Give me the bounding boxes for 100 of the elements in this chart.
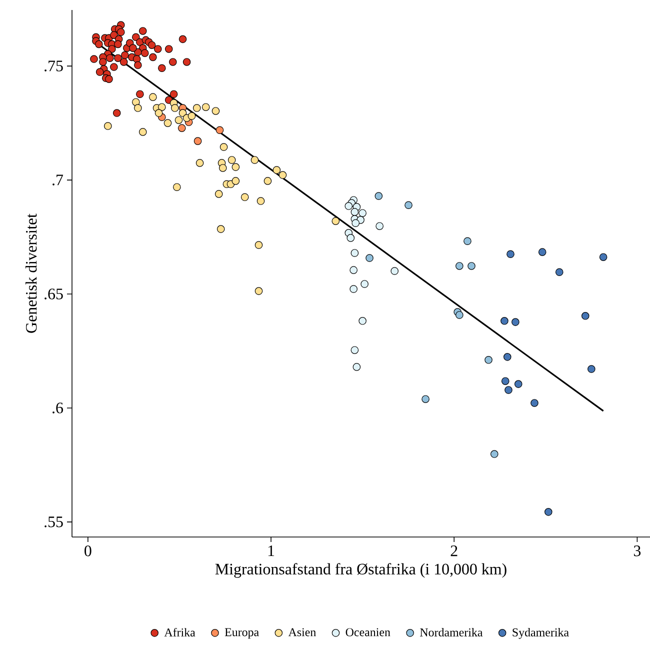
point (250, 156, 259, 164)
point (104, 122, 112, 130)
point (514, 380, 522, 388)
point (232, 163, 240, 171)
point (164, 45, 173, 53)
point (173, 183, 181, 192)
point (114, 40, 122, 48)
point (254, 241, 263, 249)
point (358, 209, 366, 217)
point (218, 164, 227, 172)
point (106, 54, 114, 62)
point (116, 28, 125, 36)
point (158, 64, 166, 72)
point (132, 98, 140, 106)
point (350, 266, 358, 274)
x-axis-title: Migrationsafstand fra Østafrika (i 10,000 km) (215, 563, 506, 578)
point (178, 124, 186, 132)
point (404, 201, 412, 210)
point (228, 156, 236, 164)
point (134, 61, 142, 70)
point (140, 49, 149, 57)
y-tick-label: .6 (52, 402, 64, 414)
legend-label: Nordamerika (420, 628, 483, 636)
point (456, 311, 464, 319)
point (350, 285, 358, 293)
point (121, 51, 129, 60)
point (555, 268, 564, 276)
point (132, 55, 141, 63)
point (352, 363, 361, 371)
point (110, 63, 118, 71)
point (254, 287, 263, 295)
y-tick-label: .65 (44, 288, 63, 300)
point (350, 346, 359, 354)
point (178, 109, 187, 117)
x-tick-label: 3 (634, 546, 641, 556)
point (232, 177, 240, 185)
point (96, 68, 104, 76)
point (114, 54, 122, 62)
point (581, 312, 590, 320)
point (95, 40, 103, 48)
legend-label: Europa (224, 628, 259, 639)
point (196, 159, 204, 167)
point (149, 93, 157, 101)
point (468, 262, 476, 270)
point (214, 190, 223, 198)
point (138, 27, 147, 35)
x-tick-label: 2 (450, 546, 458, 556)
x-tick-label: 1 (268, 546, 274, 556)
point (344, 202, 353, 210)
point (148, 41, 156, 49)
point (530, 399, 538, 407)
point (154, 45, 162, 53)
point (278, 171, 287, 179)
point (599, 253, 608, 261)
point (484, 356, 492, 364)
point (588, 365, 596, 373)
point (149, 53, 157, 62)
point (390, 267, 399, 275)
point (212, 107, 220, 115)
point (136, 90, 144, 98)
legend-label: Oceanien (346, 628, 390, 636)
point (216, 126, 224, 134)
point (501, 377, 510, 385)
point (110, 31, 118, 39)
point (216, 225, 225, 233)
point (360, 280, 368, 288)
point (456, 262, 464, 270)
point (178, 35, 187, 44)
legend-label: Asien (288, 628, 316, 636)
point (138, 128, 147, 136)
y-tick-label: .75 (44, 60, 63, 72)
point (170, 90, 178, 98)
point (352, 219, 360, 228)
legend-label: Sydamerika (512, 628, 569, 639)
point (174, 116, 183, 124)
point (490, 450, 498, 458)
point (544, 508, 552, 516)
y-axis-title: Genetisk diversitet (25, 214, 37, 333)
point (376, 222, 384, 230)
point (332, 217, 340, 225)
point (170, 104, 179, 112)
point (154, 109, 163, 117)
point (272, 166, 281, 174)
point (158, 103, 166, 112)
point (504, 386, 512, 394)
point (105, 75, 113, 83)
point (422, 395, 430, 403)
point (99, 58, 107, 66)
point (374, 192, 383, 200)
point (512, 318, 520, 326)
legend-label: Afrika (164, 628, 196, 636)
point (134, 104, 142, 112)
y-tick-label: .55 (44, 516, 63, 528)
point (220, 143, 228, 151)
point (120, 58, 128, 66)
point (506, 250, 514, 258)
point (192, 104, 201, 112)
point (194, 137, 202, 145)
point (112, 109, 121, 117)
point (366, 254, 374, 262)
